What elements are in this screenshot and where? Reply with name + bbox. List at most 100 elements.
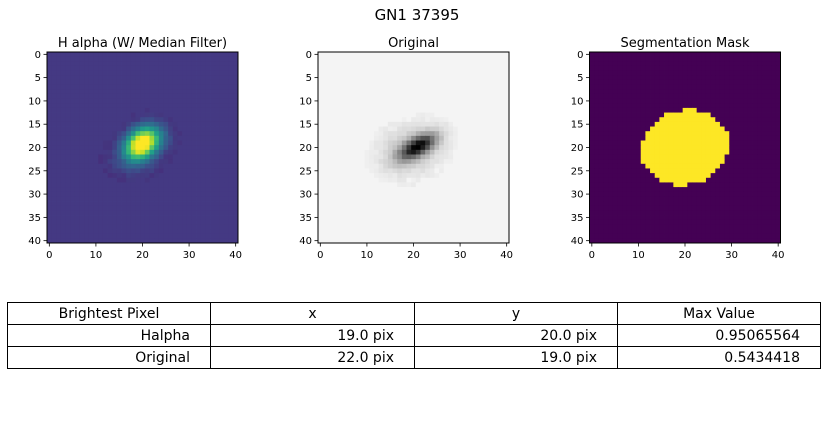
heatmap-cell xyxy=(439,187,445,193)
heatmap-cell xyxy=(359,233,365,239)
heatmap-cell xyxy=(327,187,333,193)
heatmap-cell xyxy=(56,205,62,211)
heatmap-cell xyxy=(724,79,730,86)
heatmap-cell xyxy=(98,79,104,86)
heatmap-cell xyxy=(622,229,628,235)
heatmap-cell xyxy=(373,61,379,67)
heatmap-cell xyxy=(177,215,183,221)
heatmap-cell xyxy=(443,205,449,211)
heatmap-cell xyxy=(598,201,604,207)
heatmap-cell xyxy=(457,182,463,188)
heatmap-cell xyxy=(752,84,758,90)
heatmap-cell xyxy=(70,61,76,67)
heatmap-cell xyxy=(140,65,146,72)
heatmap-cell xyxy=(495,215,501,221)
heatmap-cell xyxy=(373,233,379,239)
heatmap-cell xyxy=(224,145,230,151)
heatmap-cell xyxy=(589,173,595,179)
heatmap-cell xyxy=(177,173,183,179)
heatmap-cell xyxy=(401,238,407,244)
heatmap-cell xyxy=(214,159,220,165)
heatmap-cell xyxy=(771,201,777,207)
heatmap-cell xyxy=(448,107,454,113)
heatmap-cell xyxy=(622,191,628,197)
heatmap-cell xyxy=(65,79,71,86)
heatmap-cell xyxy=(622,61,628,67)
heatmap-cell xyxy=(471,145,477,151)
heatmap-cell xyxy=(144,168,150,174)
heatmap-cell xyxy=(331,56,338,62)
heatmap-cell xyxy=(140,93,146,99)
heatmap-cell xyxy=(116,210,122,216)
heatmap-cell xyxy=(626,65,632,72)
heatmap-cell xyxy=(439,182,445,188)
heatmap-cell xyxy=(443,159,449,165)
heatmap-cell xyxy=(182,117,188,123)
heatmap-cell xyxy=(439,98,445,104)
heatmap-cell xyxy=(121,93,127,99)
heatmap-cell xyxy=(56,89,62,95)
heatmap-cell xyxy=(622,205,628,211)
heatmap-cell xyxy=(705,121,712,127)
heatmap-cell xyxy=(84,177,90,183)
heatmap-cell xyxy=(654,219,660,225)
heatmap-cell xyxy=(378,121,384,127)
heatmap-cell xyxy=(631,196,637,202)
heatmap-cell xyxy=(135,177,141,183)
heatmap-cell xyxy=(636,205,642,211)
heatmap-cell xyxy=(659,126,665,132)
heatmap-cell xyxy=(504,163,510,169)
heatmap-cell xyxy=(56,149,62,155)
heatmap-cell xyxy=(696,177,702,183)
heatmap-cell xyxy=(364,229,370,235)
heatmap-cell xyxy=(130,98,136,104)
heatmap-cell xyxy=(617,224,623,230)
heatmap-cell xyxy=(205,173,211,179)
heatmap-cell xyxy=(411,233,417,239)
heatmap-cell xyxy=(775,177,781,183)
heatmap-cell xyxy=(186,191,192,197)
heatmap-cell xyxy=(761,126,767,132)
heatmap-cell xyxy=(490,224,496,230)
heatmap-cell xyxy=(51,191,57,197)
heatmap-cell xyxy=(93,210,99,216)
heatmap-cell xyxy=(594,89,600,95)
heatmap-cell xyxy=(775,191,781,197)
heatmap-cell xyxy=(355,98,361,104)
heatmap-cell xyxy=(766,61,772,67)
heatmap-cell xyxy=(210,145,216,151)
heatmap-cell xyxy=(771,89,777,95)
heatmap-cell xyxy=(387,79,393,86)
heatmap-cell xyxy=(373,149,379,155)
heatmap-cell xyxy=(369,224,375,230)
heatmap-cell xyxy=(467,145,473,151)
heatmap-cell xyxy=(214,98,220,104)
heatmap-cell xyxy=(499,121,505,127)
heatmap-cell xyxy=(710,140,716,146)
heatmap-cell xyxy=(224,52,230,58)
heatmap-cell xyxy=(228,168,234,174)
heatmap-cell xyxy=(205,159,211,165)
heatmap-cell xyxy=(336,187,342,193)
heatmap-cell xyxy=(191,89,197,95)
heatmap-cell xyxy=(392,191,398,197)
heatmap-cell xyxy=(355,121,361,127)
heatmap-cell xyxy=(415,98,421,104)
heatmap-cell xyxy=(457,149,463,155)
heatmap-cell xyxy=(84,65,90,72)
heatmap-cell xyxy=(401,98,407,104)
heatmap-cell xyxy=(336,238,342,244)
heatmap-cell xyxy=(331,224,338,230)
heatmap-cell xyxy=(70,168,76,174)
heatmap-cell xyxy=(664,84,670,90)
heatmap-cell xyxy=(93,121,99,127)
heatmap-cell xyxy=(481,121,487,127)
heatmap-cell xyxy=(462,163,468,169)
heatmap-cell xyxy=(350,98,356,104)
heatmap-cell xyxy=(724,135,730,141)
heatmap-cell xyxy=(645,145,651,151)
heatmap-cell xyxy=(51,140,57,146)
heatmap-cell xyxy=(158,107,164,113)
heatmap-cell xyxy=(673,131,679,137)
heatmap-cell xyxy=(186,224,192,230)
